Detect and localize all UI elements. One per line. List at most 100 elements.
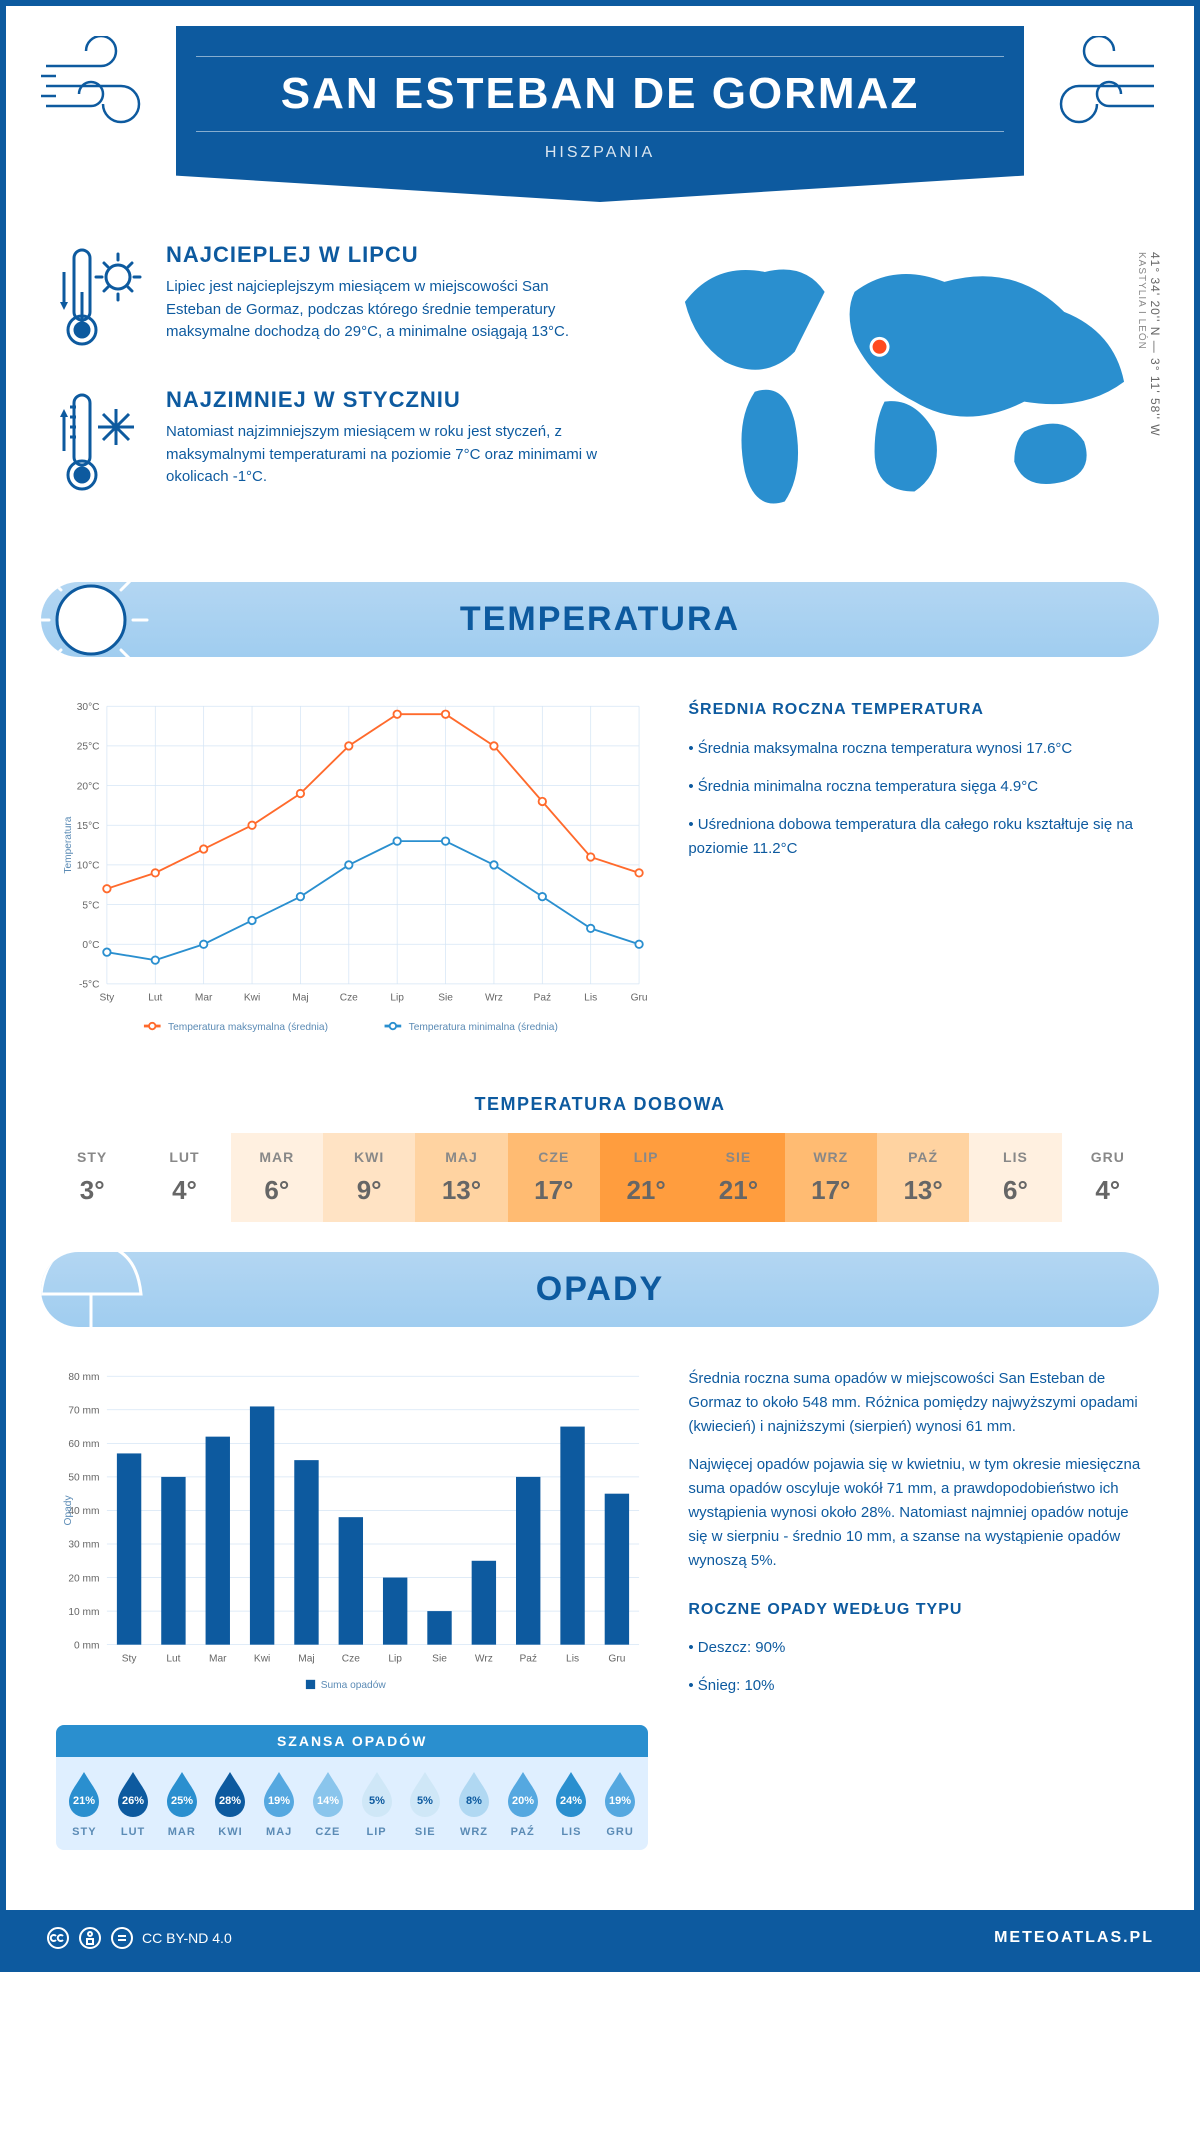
- header-banner: SAN ESTEBAN DE GORMAZ HISZPANIA: [176, 26, 1024, 202]
- precip-chance-cell: 5%SIE: [403, 1769, 448, 1838]
- temp-stats-title: ŚREDNIA ROCZNA TEMPERATURA: [688, 697, 1144, 723]
- fact-coldest: NAJZIMNIEJ W STYCZNIU Natomiast najzimni…: [56, 387, 605, 502]
- svg-text:5°C: 5°C: [82, 900, 99, 911]
- svg-text:60 mm: 60 mm: [68, 1439, 99, 1450]
- precip-chance-cell: 24%LIS: [549, 1769, 594, 1838]
- brand-label: METEOATLAS.PL: [994, 1929, 1154, 1947]
- page-title: SAN ESTEBAN DE GORMAZ: [196, 56, 1004, 132]
- svg-text:Mar: Mar: [195, 993, 213, 1004]
- svg-text:Maj: Maj: [292, 993, 308, 1004]
- fact-hot-title: NAJCIEPLEJ W LIPCU: [166, 242, 605, 268]
- temperature-body: -5°C0°C5°C10°C15°C20°C25°C30°CStyLutMarK…: [6, 677, 1194, 1084]
- svg-text:5%: 5%: [417, 1795, 433, 1807]
- svg-text:Sty: Sty: [100, 993, 116, 1004]
- temp-stats-l2: • Średnia minimalna roczna temperatura s…: [688, 775, 1144, 799]
- wind-icon-right: [1029, 36, 1159, 126]
- world-map-icon: [645, 242, 1144, 521]
- svg-text:Gru: Gru: [608, 1653, 625, 1664]
- temp-cell: KWI9°: [323, 1133, 415, 1222]
- precip-type-title: ROCZNE OPADY WEDŁUG TYPU: [688, 1597, 1144, 1623]
- region-label: KASTYLIA I LEÓN: [1136, 252, 1147, 350]
- svg-text:19%: 19%: [268, 1795, 290, 1807]
- svg-text:Lut: Lut: [148, 993, 162, 1004]
- by-icon: [78, 1926, 102, 1950]
- svg-text:Sie: Sie: [432, 1653, 447, 1664]
- svg-text:80 mm: 80 mm: [68, 1372, 99, 1383]
- temp-cell: PAŹ13°: [877, 1133, 969, 1222]
- temp-cell: LIS6°: [969, 1133, 1061, 1222]
- svg-text:Wrz: Wrz: [485, 993, 503, 1004]
- facts-column: NAJCIEPLEJ W LIPCU Lipiec jest najcieple…: [56, 242, 605, 532]
- svg-text:30°C: 30°C: [77, 702, 100, 713]
- cc-icon: [46, 1926, 70, 1950]
- svg-text:Sie: Sie: [438, 993, 453, 1004]
- temperature-stats: ŚREDNIA ROCZNA TEMPERATURA • Średnia mak…: [688, 697, 1144, 1054]
- umbrella-icon: [41, 1252, 151, 1327]
- nd-icon: [110, 1926, 134, 1950]
- svg-text:Temperatura: Temperatura: [63, 816, 74, 873]
- precipitation-body: 0 mm10 mm20 mm30 mm40 mm50 mm60 mm70 mm8…: [6, 1347, 1194, 1880]
- svg-text:10°C: 10°C: [77, 861, 100, 872]
- page-subtitle: HISZPANIA: [196, 144, 1004, 162]
- precip-chance-row: 21%STY26%LUT25%MAR28%KWI19%MAJ14%CZE5%LI…: [56, 1757, 648, 1850]
- svg-text:19%: 19%: [609, 1795, 631, 1807]
- svg-text:25%: 25%: [171, 1795, 193, 1807]
- fact-cold-title: NAJZIMNIEJ W STYCZNIU: [166, 387, 605, 413]
- svg-text:20 mm: 20 mm: [68, 1573, 99, 1584]
- temp-cell: MAR6°: [231, 1133, 323, 1222]
- precip-chance-cell: 20%PAŹ: [500, 1769, 545, 1838]
- svg-text:30 mm: 30 mm: [68, 1539, 99, 1550]
- svg-text:Mar: Mar: [209, 1653, 227, 1664]
- precip-chance-cell: 25%MAR: [159, 1769, 204, 1838]
- svg-text:Temperatura maksymalna (średni: Temperatura maksymalna (średnia): [168, 1022, 328, 1033]
- svg-text:28%: 28%: [219, 1795, 241, 1807]
- svg-text:Kwi: Kwi: [254, 1653, 270, 1664]
- footer: CC BY-ND 4.0 METEOATLAS.PL: [6, 1910, 1194, 1966]
- svg-text:25°C: 25°C: [77, 742, 100, 753]
- daily-temperature-table: STY3°LUT4°MAR6°KWI9°MAJ13°CZE17°LIP21°SI…: [46, 1133, 1154, 1222]
- svg-text:26%: 26%: [122, 1795, 144, 1807]
- wind-icon-left: [41, 36, 171, 126]
- precip-p2: Najwięcej opadów pojawia się w kwietniu,…: [688, 1453, 1144, 1573]
- daily-temp-title: TEMPERATURA DOBOWA: [6, 1094, 1194, 1115]
- svg-text:Maj: Maj: [298, 1653, 314, 1664]
- section-header-temperature: TEMPERATURA: [41, 582, 1159, 657]
- svg-text:14%: 14%: [317, 1795, 339, 1807]
- temp-cell: CZE17°: [508, 1133, 600, 1222]
- precipitation-text: Średnia roczna suma opadów w miejscowośc…: [688, 1367, 1144, 1850]
- svg-text:Wrz: Wrz: [475, 1653, 493, 1664]
- svg-text:0°C: 0°C: [82, 940, 99, 951]
- precip-chance-cell: 14%CZE: [306, 1769, 351, 1838]
- svg-text:0 mm: 0 mm: [74, 1640, 99, 1651]
- svg-text:Paź: Paź: [534, 993, 552, 1004]
- precip-chance-cell: 19%GRU: [598, 1769, 643, 1838]
- precip-chance-cell: 21%STY: [62, 1769, 107, 1838]
- svg-text:Kwi: Kwi: [244, 993, 260, 1004]
- license-text: CC BY-ND 4.0: [142, 1930, 232, 1946]
- page: SAN ESTEBAN DE GORMAZ HISZPANIA NAJCIEPL…: [0, 0, 1200, 1972]
- temp-cell: MAJ13°: [415, 1133, 507, 1222]
- temp-cell: LIP21°: [600, 1133, 692, 1222]
- svg-text:Lut: Lut: [166, 1653, 180, 1664]
- fact-hot-text: Lipiec jest najcieplejszym miesiącem w m…: [166, 276, 605, 344]
- svg-text:5%: 5%: [369, 1795, 385, 1807]
- temp-cell: STY3°: [46, 1133, 138, 1222]
- section-header-precipitation: OPADY: [41, 1252, 1159, 1327]
- precip-p1: Średnia roczna suma opadów w miejscowośc…: [688, 1367, 1144, 1439]
- svg-text:-5°C: -5°C: [79, 980, 99, 991]
- temperature-chart-wrap: -5°C0°C5°C10°C15°C20°C25°C30°CStyLutMarK…: [56, 697, 648, 1054]
- thermometer-snow-icon: [56, 387, 146, 502]
- precip-chance-title: SZANSA OPADÓW: [56, 1725, 648, 1757]
- svg-text:21%: 21%: [73, 1795, 95, 1807]
- temp-cell: GRU4°: [1062, 1133, 1154, 1222]
- intro-section: NAJCIEPLEJ W LIPCU Lipiec jest najcieple…: [6, 202, 1194, 562]
- svg-text:10 mm: 10 mm: [68, 1607, 99, 1618]
- precip-chance-cell: 5%LIP: [354, 1769, 399, 1838]
- license-block: CC BY-ND 4.0: [46, 1926, 232, 1950]
- precip-type-l2: • Śnieg: 10%: [688, 1674, 1144, 1698]
- fact-hottest: NAJCIEPLEJ W LIPCU Lipiec jest najcieple…: [56, 242, 605, 357]
- precip-chance-cell: 28%KWI: [208, 1769, 253, 1838]
- svg-text:Lip: Lip: [388, 1653, 402, 1664]
- precip-chance-cell: 19%MAJ: [257, 1769, 302, 1838]
- precipitation-chart-wrap: 0 mm10 mm20 mm30 mm40 mm50 mm60 mm70 mm8…: [56, 1367, 648, 1850]
